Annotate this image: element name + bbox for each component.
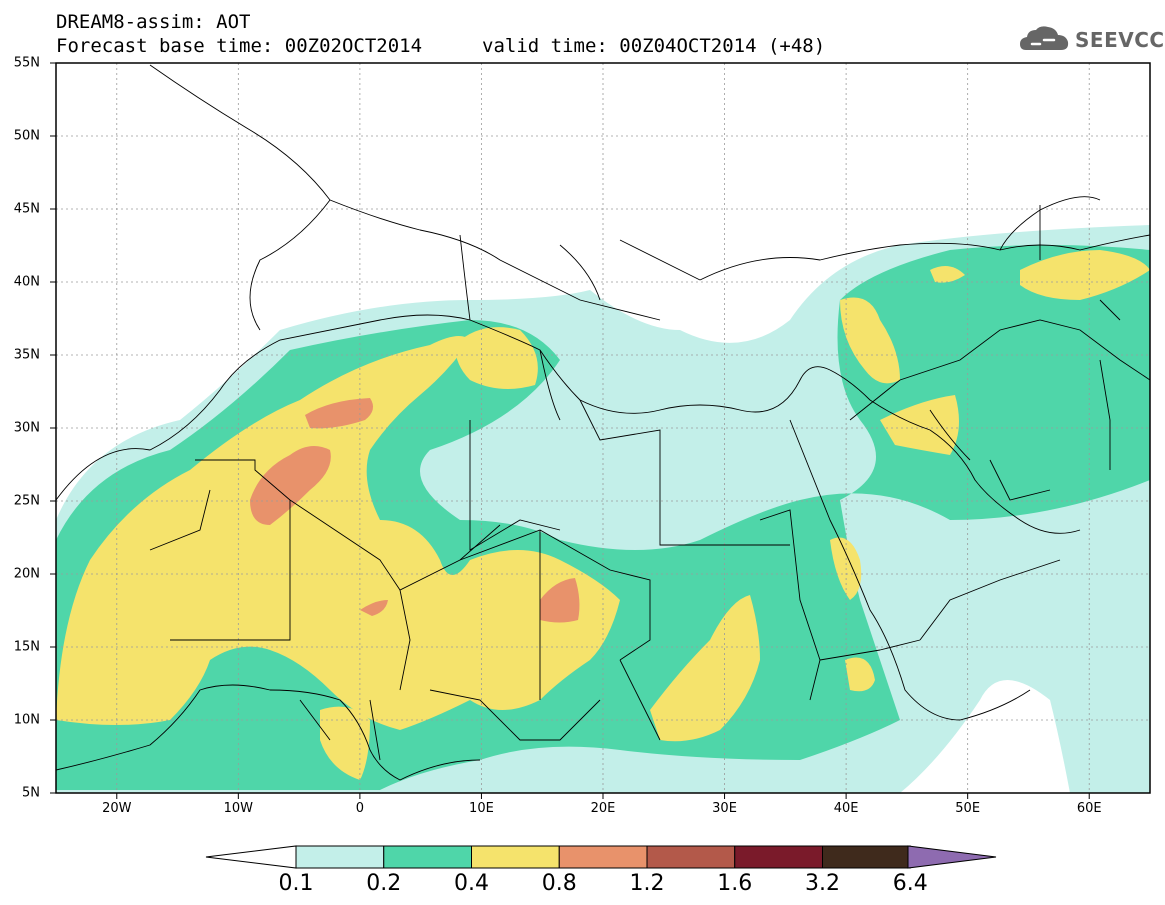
lon-label: 20E xyxy=(590,801,616,816)
lat-label: 45N xyxy=(13,201,40,217)
lon-label: 50E xyxy=(955,801,981,816)
colorbar-label: 3.2 xyxy=(805,871,840,896)
lat-label: 15N xyxy=(13,639,40,655)
lat-label: 30N xyxy=(13,420,40,436)
colorbar-label: 1.2 xyxy=(629,871,665,896)
cloud-logo-icon xyxy=(1020,26,1069,50)
lat-label: 25N xyxy=(13,493,40,509)
colorbar xyxy=(205,845,997,869)
colorbar-swatch xyxy=(383,845,472,869)
colorbar-swatch xyxy=(822,845,911,869)
map-title: DREAM8-assim: AOT xyxy=(56,11,251,33)
lat-label: 55N xyxy=(13,55,40,71)
lon-label: 20W xyxy=(102,801,132,816)
lon-label: 0 xyxy=(355,801,365,816)
valid-time: valid time: 00Z04OCT2014 (+48) xyxy=(482,35,826,57)
colorbar-label: 6.4 xyxy=(892,871,928,896)
colorbar-swatch xyxy=(734,845,823,869)
coastlines xyxy=(56,64,1150,781)
lon-label: 30E xyxy=(712,801,737,816)
colorbar-label: 0.8 xyxy=(541,871,577,896)
colorbar-label: 1.6 xyxy=(717,871,753,896)
lat-label: 20N xyxy=(13,566,40,582)
logo-text: SEEVCCC xyxy=(1075,28,1165,52)
axis-ticks xyxy=(50,62,1090,799)
colorbar-over-arrow xyxy=(907,845,997,869)
colorbar-under-arrow xyxy=(205,845,297,869)
colorbar-label: 0.4 xyxy=(454,871,489,896)
colorbar-label: 0.2 xyxy=(366,871,402,896)
lon-label: 10W xyxy=(223,801,254,816)
lon-label: 60E xyxy=(1076,801,1102,816)
lat-label: 35N xyxy=(13,347,40,363)
lon-label: 40E xyxy=(833,801,859,816)
colorbar-label: 0.1 xyxy=(278,871,314,896)
colorbar-swatch xyxy=(295,845,385,869)
lat-label: 10N xyxy=(13,712,40,728)
colorbar-swatch xyxy=(646,845,736,869)
lat-label: 40N xyxy=(13,274,40,290)
graticule xyxy=(56,63,1150,793)
lat-label: 50N xyxy=(13,128,40,144)
forecast-base-time: Forecast base time: 00Z02OCT2014 xyxy=(56,35,423,57)
lat-label: 5N xyxy=(22,785,40,801)
lon-label: 10E xyxy=(469,801,494,816)
colorbar-swatch xyxy=(558,845,648,869)
colorbar-swatch xyxy=(471,845,560,869)
